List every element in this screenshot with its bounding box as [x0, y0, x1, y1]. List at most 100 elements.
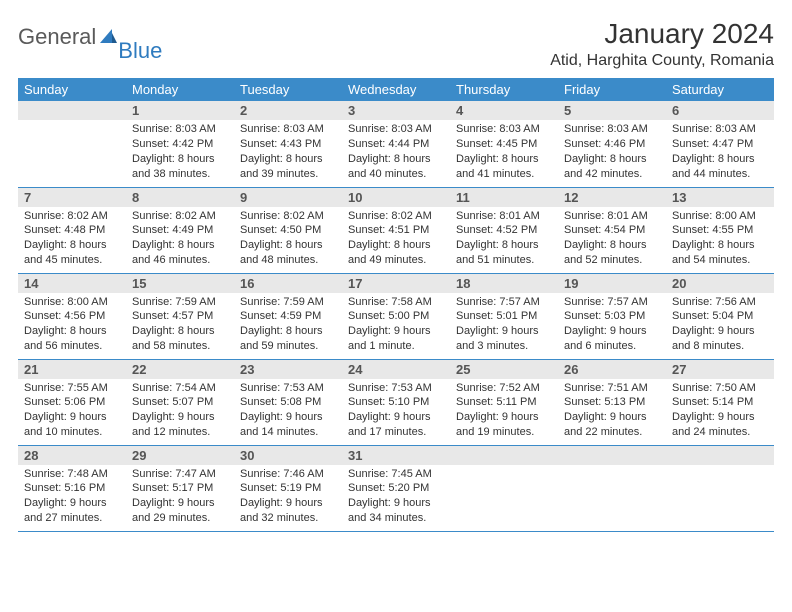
sunset-text: Sunset: 5:14 PM	[672, 395, 768, 410]
day-number: 19	[558, 274, 666, 293]
calendar-cell: 19Sunrise: 7:57 AMSunset: 5:03 PMDayligh…	[558, 273, 666, 359]
sunset-text: Sunset: 5:04 PM	[672, 309, 768, 324]
header: General Blue January 2024 Atid, Harghita…	[18, 18, 774, 70]
day-number: 8	[126, 188, 234, 207]
day-number: 7	[18, 188, 126, 207]
sunrise-text: Sunrise: 8:03 AM	[132, 122, 228, 137]
logo-sail-icon	[98, 27, 118, 52]
day-details	[666, 465, 774, 476]
day-number: 13	[666, 188, 774, 207]
daylight-text: Daylight: 9 hours and 24 minutes.	[672, 410, 768, 440]
calendar-cell: 24Sunrise: 7:53 AMSunset: 5:10 PMDayligh…	[342, 359, 450, 445]
sunrise-text: Sunrise: 8:03 AM	[240, 122, 336, 137]
day-details: Sunrise: 8:00 AMSunset: 4:56 PMDaylight:…	[18, 293, 126, 358]
weekday-header-row: SundayMondayTuesdayWednesdayThursdayFrid…	[18, 78, 774, 101]
day-details: Sunrise: 7:53 AMSunset: 5:08 PMDaylight:…	[234, 379, 342, 444]
day-number	[450, 446, 558, 465]
sunrise-text: Sunrise: 8:03 AM	[456, 122, 552, 137]
day-details: Sunrise: 7:46 AMSunset: 5:19 PMDaylight:…	[234, 465, 342, 530]
calendar-row: 1Sunrise: 8:03 AMSunset: 4:42 PMDaylight…	[18, 101, 774, 187]
sunset-text: Sunset: 4:55 PM	[672, 223, 768, 238]
calendar-row: 7Sunrise: 8:02 AMSunset: 4:48 PMDaylight…	[18, 187, 774, 273]
day-number: 5	[558, 101, 666, 120]
sunset-text: Sunset: 5:19 PM	[240, 481, 336, 496]
sunrise-text: Sunrise: 8:03 AM	[672, 122, 768, 137]
day-number: 14	[18, 274, 126, 293]
calendar-cell: 22Sunrise: 7:54 AMSunset: 5:07 PMDayligh…	[126, 359, 234, 445]
day-details	[558, 465, 666, 476]
day-number: 25	[450, 360, 558, 379]
day-number	[666, 446, 774, 465]
daylight-text: Daylight: 9 hours and 34 minutes.	[348, 496, 444, 526]
day-number: 29	[126, 446, 234, 465]
calendar-cell: 10Sunrise: 8:02 AMSunset: 4:51 PMDayligh…	[342, 187, 450, 273]
calendar-row: 14Sunrise: 8:00 AMSunset: 4:56 PMDayligh…	[18, 273, 774, 359]
sunrise-text: Sunrise: 8:00 AM	[24, 295, 120, 310]
day-details: Sunrise: 8:03 AMSunset: 4:45 PMDaylight:…	[450, 120, 558, 185]
sunrise-text: Sunrise: 7:59 AM	[132, 295, 228, 310]
sunrise-text: Sunrise: 7:53 AM	[348, 381, 444, 396]
sunrise-text: Sunrise: 7:52 AM	[456, 381, 552, 396]
daylight-text: Daylight: 8 hours and 48 minutes.	[240, 238, 336, 268]
daylight-text: Daylight: 8 hours and 38 minutes.	[132, 152, 228, 182]
logo-text-blue: Blue	[118, 38, 162, 64]
day-details: Sunrise: 8:03 AMSunset: 4:43 PMDaylight:…	[234, 120, 342, 185]
day-details: Sunrise: 7:53 AMSunset: 5:10 PMDaylight:…	[342, 379, 450, 444]
sunrise-text: Sunrise: 8:03 AM	[564, 122, 660, 137]
daylight-text: Daylight: 8 hours and 40 minutes.	[348, 152, 444, 182]
daylight-text: Daylight: 8 hours and 51 minutes.	[456, 238, 552, 268]
day-details: Sunrise: 7:55 AMSunset: 5:06 PMDaylight:…	[18, 379, 126, 444]
day-number: 27	[666, 360, 774, 379]
sunset-text: Sunset: 4:51 PM	[348, 223, 444, 238]
calendar-cell: 21Sunrise: 7:55 AMSunset: 5:06 PMDayligh…	[18, 359, 126, 445]
sunset-text: Sunset: 4:42 PM	[132, 137, 228, 152]
day-number: 18	[450, 274, 558, 293]
logo-text-general: General	[18, 24, 96, 50]
calendar-table: SundayMondayTuesdayWednesdayThursdayFrid…	[18, 78, 774, 532]
day-details: Sunrise: 7:51 AMSunset: 5:13 PMDaylight:…	[558, 379, 666, 444]
day-details: Sunrise: 8:03 AMSunset: 4:42 PMDaylight:…	[126, 120, 234, 185]
sunset-text: Sunset: 5:10 PM	[348, 395, 444, 410]
sunrise-text: Sunrise: 8:00 AM	[672, 209, 768, 224]
day-number: 23	[234, 360, 342, 379]
calendar-cell: 27Sunrise: 7:50 AMSunset: 5:14 PMDayligh…	[666, 359, 774, 445]
calendar-cell: 7Sunrise: 8:02 AMSunset: 4:48 PMDaylight…	[18, 187, 126, 273]
calendar-row: 21Sunrise: 7:55 AMSunset: 5:06 PMDayligh…	[18, 359, 774, 445]
daylight-text: Daylight: 9 hours and 3 minutes.	[456, 324, 552, 354]
calendar-cell: 2Sunrise: 8:03 AMSunset: 4:43 PMDaylight…	[234, 101, 342, 187]
calendar-cell: 9Sunrise: 8:02 AMSunset: 4:50 PMDaylight…	[234, 187, 342, 273]
calendar-cell	[558, 445, 666, 531]
sunrise-text: Sunrise: 7:57 AM	[456, 295, 552, 310]
day-number: 20	[666, 274, 774, 293]
sunset-text: Sunset: 5:16 PM	[24, 481, 120, 496]
calendar-body: 1Sunrise: 8:03 AMSunset: 4:42 PMDaylight…	[18, 101, 774, 531]
day-number: 24	[342, 360, 450, 379]
sunset-text: Sunset: 5:17 PM	[132, 481, 228, 496]
day-number: 3	[342, 101, 450, 120]
daylight-text: Daylight: 8 hours and 42 minutes.	[564, 152, 660, 182]
calendar-cell: 12Sunrise: 8:01 AMSunset: 4:54 PMDayligh…	[558, 187, 666, 273]
sunset-text: Sunset: 4:48 PM	[24, 223, 120, 238]
sunrise-text: Sunrise: 7:55 AM	[24, 381, 120, 396]
calendar-cell: 11Sunrise: 8:01 AMSunset: 4:52 PMDayligh…	[450, 187, 558, 273]
daylight-text: Daylight: 9 hours and 27 minutes.	[24, 496, 120, 526]
weekday-header: Friday	[558, 78, 666, 101]
day-details: Sunrise: 7:45 AMSunset: 5:20 PMDaylight:…	[342, 465, 450, 530]
daylight-text: Daylight: 9 hours and 12 minutes.	[132, 410, 228, 440]
day-number: 28	[18, 446, 126, 465]
day-details: Sunrise: 8:02 AMSunset: 4:48 PMDaylight:…	[18, 207, 126, 272]
weekday-header: Wednesday	[342, 78, 450, 101]
calendar-cell: 26Sunrise: 7:51 AMSunset: 5:13 PMDayligh…	[558, 359, 666, 445]
daylight-text: Daylight: 8 hours and 44 minutes.	[672, 152, 768, 182]
calendar-cell: 1Sunrise: 8:03 AMSunset: 4:42 PMDaylight…	[126, 101, 234, 187]
sunset-text: Sunset: 4:45 PM	[456, 137, 552, 152]
sunset-text: Sunset: 4:57 PM	[132, 309, 228, 324]
sunrise-text: Sunrise: 8:02 AM	[240, 209, 336, 224]
sunrise-text: Sunrise: 8:01 AM	[564, 209, 660, 224]
calendar-cell: 28Sunrise: 7:48 AMSunset: 5:16 PMDayligh…	[18, 445, 126, 531]
sunset-text: Sunset: 5:08 PM	[240, 395, 336, 410]
daylight-text: Daylight: 8 hours and 41 minutes.	[456, 152, 552, 182]
day-details: Sunrise: 7:54 AMSunset: 5:07 PMDaylight:…	[126, 379, 234, 444]
sunset-text: Sunset: 4:49 PM	[132, 223, 228, 238]
sunrise-text: Sunrise: 7:57 AM	[564, 295, 660, 310]
